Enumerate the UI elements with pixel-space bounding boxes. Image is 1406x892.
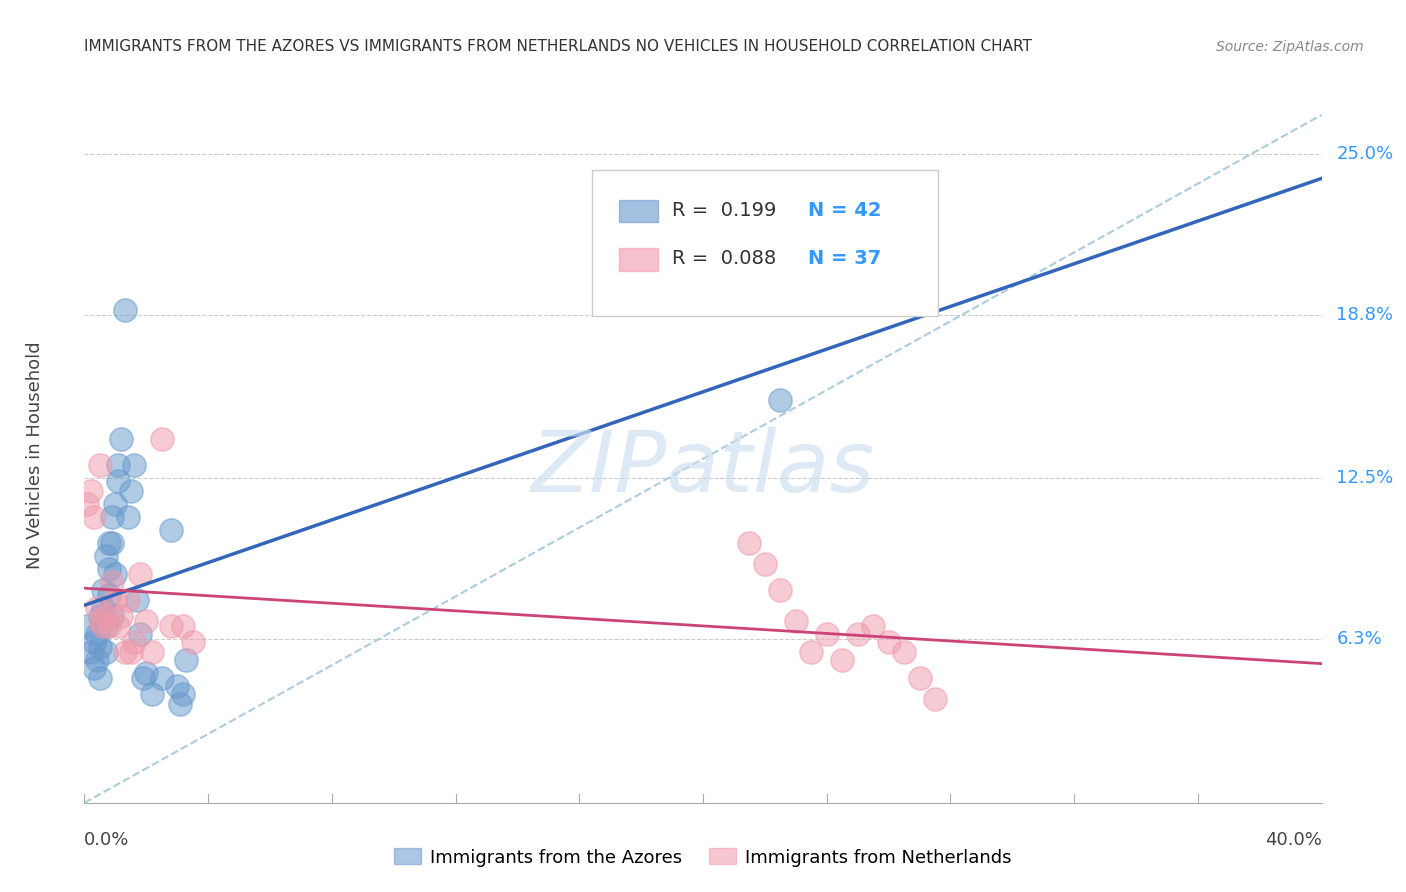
Text: 6.3%: 6.3% xyxy=(1337,631,1382,648)
Point xyxy=(800,645,823,659)
Point xyxy=(831,653,853,667)
Point xyxy=(132,671,155,685)
Point xyxy=(924,692,946,706)
Point xyxy=(125,593,148,607)
Text: R =  0.199: R = 0.199 xyxy=(672,201,776,219)
Point xyxy=(91,601,114,615)
Point xyxy=(83,510,105,524)
Point xyxy=(169,697,191,711)
Point xyxy=(122,458,145,473)
Point xyxy=(98,588,121,602)
Point xyxy=(176,653,198,667)
Point xyxy=(769,582,792,597)
Point xyxy=(150,433,173,447)
Point xyxy=(120,645,142,659)
Point xyxy=(738,536,761,550)
Point xyxy=(79,484,101,499)
Point xyxy=(107,619,129,633)
Point xyxy=(908,671,931,685)
Point xyxy=(117,510,139,524)
Point xyxy=(754,557,776,571)
Point xyxy=(846,627,869,641)
Point xyxy=(135,665,157,680)
Point xyxy=(98,619,121,633)
Point xyxy=(110,608,132,623)
Point xyxy=(83,635,105,649)
Point xyxy=(122,635,145,649)
Point xyxy=(89,458,111,473)
Text: 25.0%: 25.0% xyxy=(1337,145,1393,162)
Point xyxy=(738,289,761,303)
Point xyxy=(101,608,124,623)
Point xyxy=(89,614,111,628)
Point xyxy=(877,635,900,649)
Legend: Immigrants from the Azores, Immigrants from Netherlands: Immigrants from the Azores, Immigrants f… xyxy=(387,841,1019,874)
Point xyxy=(160,523,183,537)
Point xyxy=(135,614,157,628)
Text: R =  0.088: R = 0.088 xyxy=(672,249,776,268)
Point xyxy=(110,433,132,447)
Point xyxy=(181,635,204,649)
Point xyxy=(129,567,152,582)
Text: Source: ZipAtlas.com: Source: ZipAtlas.com xyxy=(1216,39,1364,54)
Point xyxy=(769,393,792,408)
Text: 40.0%: 40.0% xyxy=(1265,830,1322,848)
Point xyxy=(91,582,114,597)
Point xyxy=(150,671,173,685)
Point xyxy=(104,497,127,511)
Point xyxy=(101,510,124,524)
Point xyxy=(862,619,884,633)
Text: ZIPatlas: ZIPatlas xyxy=(531,427,875,510)
Point xyxy=(104,593,127,607)
Point xyxy=(893,645,915,659)
Point xyxy=(815,627,838,641)
Point xyxy=(107,474,129,488)
Point xyxy=(94,549,117,564)
Point xyxy=(129,627,152,641)
Point xyxy=(89,608,111,623)
Point xyxy=(172,619,194,633)
Point xyxy=(98,562,121,576)
Text: IMMIGRANTS FROM THE AZORES VS IMMIGRANTS FROM NETHERLANDS NO VEHICLES IN HOUSEHO: IMMIGRANTS FROM THE AZORES VS IMMIGRANTS… xyxy=(84,38,1032,54)
Point xyxy=(86,601,108,615)
Point xyxy=(101,575,124,590)
Point xyxy=(120,484,142,499)
Point xyxy=(141,645,163,659)
Text: N = 42: N = 42 xyxy=(808,201,882,219)
Point xyxy=(166,679,188,693)
Point xyxy=(79,645,101,659)
Point xyxy=(114,302,136,317)
Point xyxy=(94,619,117,633)
Point xyxy=(86,627,108,641)
Point xyxy=(98,536,121,550)
Point xyxy=(101,536,124,550)
Point xyxy=(89,671,111,685)
Point xyxy=(76,497,98,511)
Point xyxy=(83,661,105,675)
Point xyxy=(114,645,136,659)
Point xyxy=(117,593,139,607)
Text: No Vehicles in Household: No Vehicles in Household xyxy=(25,341,44,569)
Text: 18.8%: 18.8% xyxy=(1337,306,1393,324)
Point xyxy=(89,640,111,654)
FancyBboxPatch shape xyxy=(619,200,658,222)
Point xyxy=(91,619,114,633)
FancyBboxPatch shape xyxy=(592,169,938,316)
Point xyxy=(104,567,127,582)
Point xyxy=(107,458,129,473)
Point xyxy=(172,687,194,701)
Text: 0.0%: 0.0% xyxy=(84,830,129,848)
Point xyxy=(76,619,98,633)
Point xyxy=(160,619,183,633)
Point xyxy=(785,614,807,628)
Text: 12.5%: 12.5% xyxy=(1337,469,1393,487)
FancyBboxPatch shape xyxy=(619,248,658,270)
Point xyxy=(141,687,163,701)
Point xyxy=(86,653,108,667)
Point xyxy=(94,645,117,659)
Point xyxy=(94,608,117,623)
Text: N = 37: N = 37 xyxy=(808,249,882,268)
